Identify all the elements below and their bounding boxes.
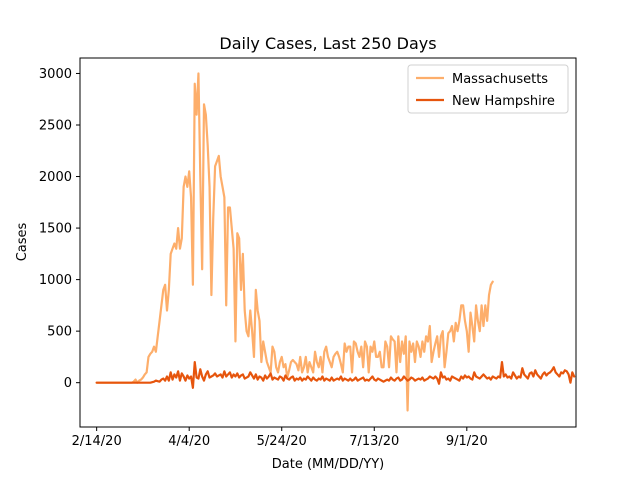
series-line-massachusetts — [95, 72, 494, 412]
x-tick-label: 2/14/20 — [72, 434, 122, 449]
axes: 2/14/20 4/4/20 5/24/20 7/13/20 9/1/20 0 500 100… — [39, 57, 577, 449]
legend: Massachusetts New Hampshire — [407, 64, 569, 114]
y-axis-label: Cases — [15, 222, 30, 261]
legend-label-new-hampshire: New Hampshire — [452, 94, 555, 109]
legend-label-massachusetts: Massachusetts — [452, 72, 548, 87]
legend-box — [407, 64, 569, 114]
x-tick-label: 5/24/20 — [257, 434, 307, 449]
y-tick-label: 2500 — [39, 118, 72, 133]
plot-frame — [79, 57, 577, 428]
y-tick-label: 3000 — [39, 67, 72, 82]
chart-title: Daily Cases, Last 250 Days — [219, 34, 436, 53]
plot-area — [95, 72, 576, 412]
y-tick-label: 0 — [64, 376, 72, 391]
series-line-new-hampshire — [95, 360, 576, 389]
x-tick-label: 9/1/20 — [446, 434, 488, 449]
x-axis-label: Date (MM/DD/YY) — [272, 457, 384, 472]
y-tick-label: 500 — [47, 325, 72, 340]
x-tick-label: 7/13/20 — [349, 434, 399, 449]
y-tick-label: 2000 — [39, 170, 72, 185]
x-tick-label: 4/4/20 — [168, 434, 210, 449]
y-tick-label: 1000 — [39, 273, 72, 288]
y-tick-label: 1500 — [39, 222, 72, 237]
